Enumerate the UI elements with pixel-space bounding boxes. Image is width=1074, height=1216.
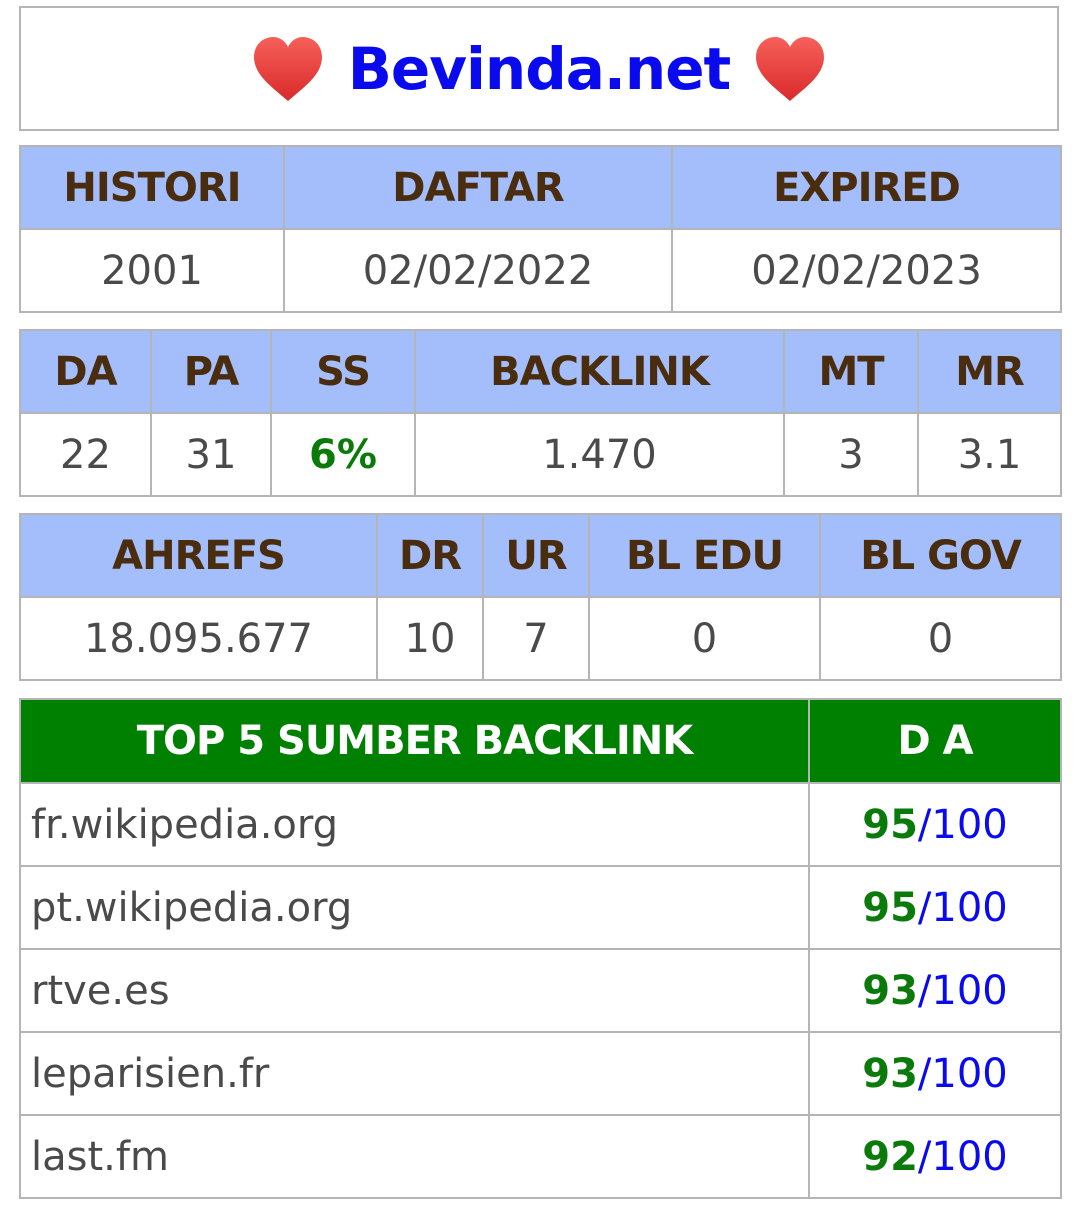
metrics-table: DA PA SS BACKLINK MT MR 22 31 6% 1.470 3… — [19, 329, 1062, 497]
header-bl-gov: BL GOV — [819, 513, 1062, 598]
backlink-domain: rtve.es — [19, 948, 810, 1033]
daftar-value: 02/02/2022 — [283, 228, 673, 313]
table-row: pt.wikipedia.org 95/100 — [19, 865, 1062, 950]
dr-value: 10 — [376, 596, 484, 681]
expired-value: 02/02/2023 — [671, 228, 1062, 313]
registration-value-row: 2001 02/02/2022 02/02/2023 — [19, 228, 1062, 313]
header-top-sources: TOP 5 SUMBER BACKLINK — [19, 698, 810, 784]
table-row: last.fm 92/100 — [19, 1114, 1062, 1199]
mr-value: 3.1 — [917, 412, 1062, 497]
pa-value: 31 — [150, 412, 272, 497]
backlink-domain: fr.wikipedia.org — [19, 782, 810, 867]
header-ur: UR — [482, 513, 590, 598]
backlink-domain: last.fm — [19, 1114, 810, 1199]
heart-icon — [756, 36, 825, 101]
backlink-domain: pt.wikipedia.org — [19, 865, 810, 950]
ahrefs-header-row: AHREFS DR UR BL EDU BL GOV — [19, 513, 1062, 598]
metrics-value-row: 22 31 6% 1.470 3 3.1 — [19, 412, 1062, 497]
heart-icon — [253, 36, 322, 101]
da-score: 95 — [862, 801, 918, 848]
da-max: /100 — [917, 1050, 1008, 1097]
backlink-score: 92/100 — [808, 1114, 1062, 1199]
da-score: 95 — [862, 884, 918, 931]
header-mt: MT — [783, 329, 919, 414]
backlink-score: 93/100 — [808, 948, 1062, 1033]
histori-value: 2001 — [19, 228, 285, 313]
da-max: /100 — [917, 884, 1008, 931]
site-title-box: Bevinda.net — [19, 6, 1059, 131]
header-mr: MR — [917, 329, 1062, 414]
mt-value: 3 — [783, 412, 919, 497]
header-ahrefs: AHREFS — [19, 513, 378, 598]
da-score: 92 — [862, 1133, 918, 1180]
da-max: /100 — [917, 967, 1008, 1014]
header-dr: DR — [376, 513, 484, 598]
bl-gov-value: 0 — [819, 596, 1062, 681]
header-expired: EXPIRED — [671, 145, 1062, 230]
ahrefs-table: AHREFS DR UR BL EDU BL GOV 18.095.677 10… — [19, 513, 1062, 681]
da-value: 22 — [19, 412, 152, 497]
table-row: leparisien.fr 93/100 — [19, 1031, 1062, 1116]
ur-value: 7 — [482, 596, 590, 681]
registration-header-row: HISTORI DAFTAR EXPIRED — [19, 145, 1062, 230]
header-daftar: DAFTAR — [283, 145, 673, 230]
ss-value: 6% — [270, 412, 416, 497]
da-score: 93 — [862, 1050, 918, 1097]
bl-edu-value: 0 — [588, 596, 821, 681]
top-backlinks-header-row: TOP 5 SUMBER BACKLINK D A — [19, 698, 1062, 784]
backlink-value: 1.470 — [414, 412, 785, 497]
site-title: Bevinda.net — [347, 34, 732, 103]
da-score: 93 — [862, 967, 918, 1014]
da-max: /100 — [917, 1133, 1008, 1180]
registration-table: HISTORI DAFTAR EXPIRED 2001 02/02/2022 0… — [19, 145, 1062, 313]
header-da-score: D A — [808, 698, 1062, 784]
header-da: DA — [19, 329, 152, 414]
header-ss: SS — [270, 329, 416, 414]
da-max: /100 — [917, 801, 1008, 848]
metrics-header-row: DA PA SS BACKLINK MT MR — [19, 329, 1062, 414]
header-pa: PA — [150, 329, 272, 414]
header-bl-edu: BL EDU — [588, 513, 821, 598]
header-histori: HISTORI — [19, 145, 285, 230]
backlink-score: 95/100 — [808, 782, 1062, 867]
backlink-score: 95/100 — [808, 865, 1062, 950]
backlink-score: 93/100 — [808, 1031, 1062, 1116]
ahrefs-value: 18.095.677 — [19, 596, 378, 681]
header-backlink: BACKLINK — [414, 329, 785, 414]
ahrefs-value-row: 18.095.677 10 7 0 0 — [19, 596, 1062, 681]
table-row: fr.wikipedia.org 95/100 — [19, 782, 1062, 867]
top-backlinks-table: TOP 5 SUMBER BACKLINK D A fr.wikipedia.o… — [19, 698, 1062, 1199]
backlink-domain: leparisien.fr — [19, 1031, 810, 1116]
table-row: rtve.es 93/100 — [19, 948, 1062, 1033]
